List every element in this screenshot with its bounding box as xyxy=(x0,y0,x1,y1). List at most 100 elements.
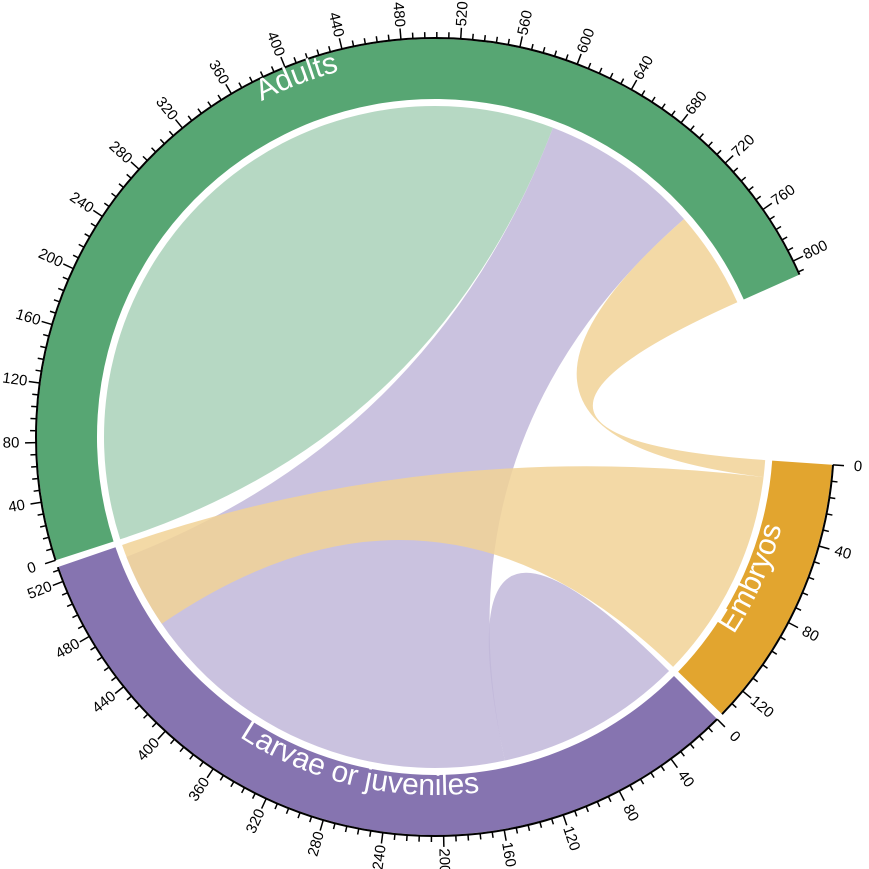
tick-mark xyxy=(787,246,794,252)
tick-mark xyxy=(90,222,97,228)
tick-mark xyxy=(225,83,233,95)
tick-mark xyxy=(716,149,722,156)
tick-mark xyxy=(598,67,603,74)
tick-mark xyxy=(483,35,487,42)
tick-mark xyxy=(42,333,50,337)
tick-mark xyxy=(539,821,543,828)
tick-mark xyxy=(660,765,665,772)
tick-mark xyxy=(399,28,402,40)
tick-mark xyxy=(459,27,463,39)
link-2-embryos-to-adults[interactable] xyxy=(576,218,766,478)
tick-mark xyxy=(207,101,212,108)
tick-mark xyxy=(832,464,845,467)
tick-mark xyxy=(698,735,704,741)
tick-label-adults: 0 xyxy=(25,559,38,578)
tick-mark xyxy=(393,833,396,841)
tick-mark xyxy=(781,236,788,241)
tick-mark xyxy=(380,832,384,844)
tick-mark xyxy=(550,818,555,825)
tick-mark xyxy=(363,38,367,45)
tick-mark xyxy=(28,380,40,384)
tick-mark xyxy=(49,310,56,314)
tick-mark xyxy=(46,548,53,552)
tick-mark xyxy=(230,781,235,788)
tick-mark xyxy=(111,676,117,682)
sector-larvae-or-juveniles[interactable] xyxy=(58,547,717,835)
tick-mark xyxy=(78,243,85,248)
tick-mark xyxy=(248,76,254,83)
tick-label-adults: 40 xyxy=(7,497,26,516)
tick-mark xyxy=(530,43,534,51)
tick-mark xyxy=(503,829,507,841)
link-1-larvae-to-adults[interactable] xyxy=(126,127,685,769)
tick-mark xyxy=(491,831,494,838)
tick-mark xyxy=(219,774,225,781)
tick-mark xyxy=(52,569,60,573)
tick-mark xyxy=(126,695,132,701)
tick-mark xyxy=(37,357,44,361)
tick-mark xyxy=(731,703,737,709)
tick-mark xyxy=(297,812,301,819)
tick-mark xyxy=(792,255,804,262)
axis-line-adults xyxy=(35,37,801,561)
tick-mark xyxy=(39,524,47,528)
tick-mark xyxy=(96,656,103,662)
tick-mark xyxy=(640,90,646,97)
tick-mark xyxy=(813,561,820,565)
tick-mark xyxy=(92,209,103,218)
tick-label-larvae: 440 xyxy=(89,688,119,717)
tick-mark xyxy=(72,614,79,619)
tick-mark xyxy=(670,110,676,117)
link-4-larvae-to-larvae[interactable] xyxy=(469,572,670,761)
tick-mark xyxy=(90,646,97,651)
tick-label-larvae: 280 xyxy=(305,830,328,859)
tick-mark xyxy=(143,713,149,719)
tick-mark xyxy=(62,263,74,270)
sector-adults[interactable] xyxy=(36,38,799,560)
tick-label-larvae: 80 xyxy=(619,802,642,825)
tick-label-larvae: 0 xyxy=(726,728,744,746)
tick-label-adults: 320 xyxy=(152,94,181,124)
tick-mark xyxy=(52,580,64,587)
tick-mark xyxy=(251,792,256,799)
tick-mark xyxy=(40,345,47,349)
tick-mark xyxy=(270,66,275,73)
tick-mark xyxy=(762,202,773,211)
tick-label-adults: 800 xyxy=(801,237,831,263)
tick-mark xyxy=(32,477,39,480)
tick-mark xyxy=(752,677,759,683)
tick-mark xyxy=(542,46,546,54)
tick-mark xyxy=(515,827,519,834)
tick-mark xyxy=(130,161,140,170)
tick-mark xyxy=(328,45,332,53)
tick-label-adults: 520 xyxy=(453,1,472,27)
tick-label-adults: 360 xyxy=(205,57,232,87)
tick-mark xyxy=(126,173,132,179)
link-3-embryos-to-larvae[interactable] xyxy=(122,466,764,667)
tick-mark xyxy=(698,133,704,139)
tick-mark xyxy=(369,830,372,837)
tick-mark xyxy=(259,71,264,78)
tick-mark xyxy=(157,730,166,740)
tick-mark xyxy=(762,664,768,669)
tick-label-adults: 80 xyxy=(3,434,20,451)
tick-mark xyxy=(41,320,53,326)
tick-mark xyxy=(689,743,695,749)
tick-mark xyxy=(103,666,110,672)
tick-mark xyxy=(30,501,42,505)
link-0-adults-to-adults[interactable] xyxy=(104,106,553,540)
tick-mark xyxy=(661,103,666,110)
tick-mark xyxy=(35,369,42,372)
tick-label-adults: 480 xyxy=(389,1,408,27)
tick-mark xyxy=(206,768,214,779)
tick-mark xyxy=(159,138,165,145)
tick-mark xyxy=(187,115,193,122)
tick-mark xyxy=(240,787,246,794)
tick-label-adults: 160 xyxy=(14,306,43,329)
tick-mark xyxy=(332,823,336,830)
tick-mark xyxy=(151,722,158,728)
tick-mark xyxy=(238,82,243,89)
sector-embryos[interactable] xyxy=(678,460,833,714)
tick-mark xyxy=(57,287,65,292)
